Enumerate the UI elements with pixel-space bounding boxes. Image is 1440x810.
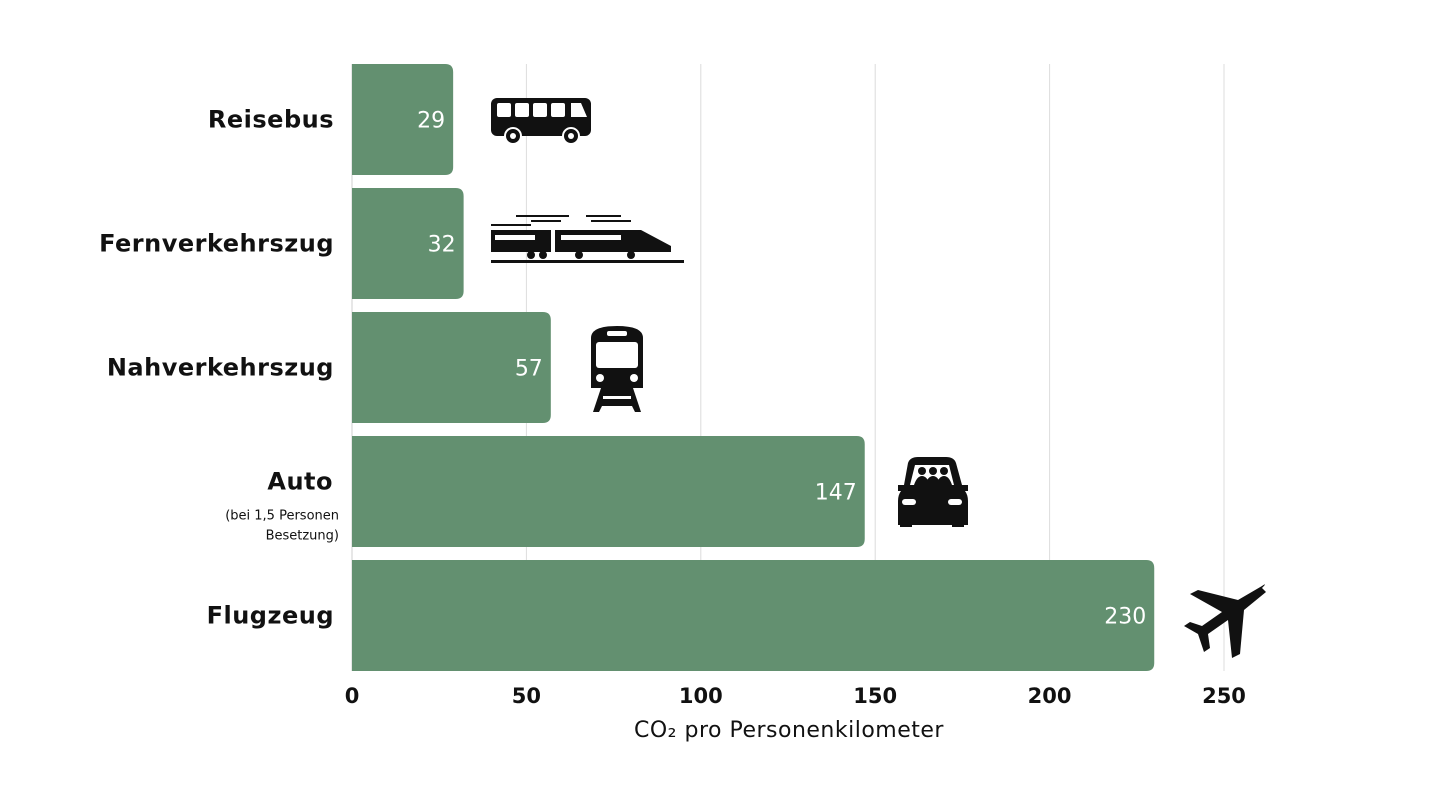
bar-value-label: 57	[515, 357, 543, 382]
airplane-icon	[1184, 584, 1266, 658]
bar	[352, 188, 464, 299]
car-icon	[898, 457, 968, 527]
category-label: Flugzeug	[207, 602, 334, 630]
category-note: Besetzung)	[266, 529, 339, 544]
x-axis-title: CO₂ pro Personenkilometer	[634, 718, 944, 743]
bar-value-label: 29	[417, 109, 445, 134]
bar	[352, 312, 551, 423]
bar-value-label: 230	[1104, 605, 1146, 630]
bar-value-label: 32	[428, 233, 456, 258]
category-label: Fernverkehrszug	[99, 230, 334, 258]
bar	[351, 436, 865, 547]
bus-icon	[491, 98, 591, 145]
bar	[352, 64, 454, 175]
tram-icon	[591, 326, 643, 412]
x-tick-label: 50	[512, 684, 541, 708]
bar	[352, 560, 1155, 671]
train-icon	[491, 215, 684, 263]
category-label: Reisebus	[208, 106, 334, 134]
x-tick-label: 100	[679, 684, 723, 708]
bar-value-label: 147	[815, 481, 857, 506]
category-note: (bei 1,5 Personen	[225, 509, 339, 524]
x-tick-label: 250	[1202, 684, 1246, 708]
x-tick-label: 200	[1028, 684, 1072, 708]
category-label: Auto	[267, 468, 333, 496]
x-tick-label: 0	[345, 684, 360, 708]
category-label: Nahverkehrszug	[107, 354, 334, 382]
x-tick-label: 150	[853, 684, 897, 708]
